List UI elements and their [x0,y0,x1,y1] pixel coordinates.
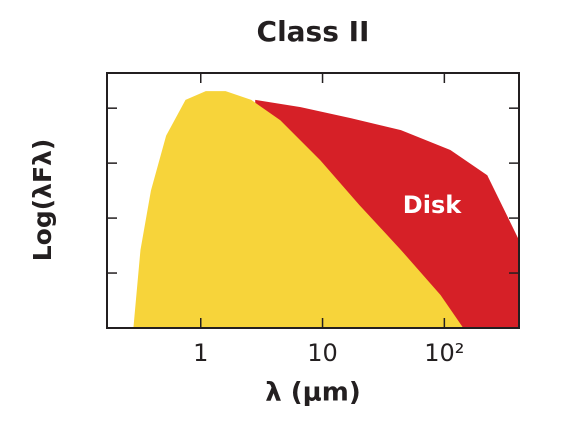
area-1 [133,91,464,328]
plot-frame [106,72,520,329]
annotation: Disk [403,191,462,219]
x-tick-label: 10 [307,339,338,367]
chart-title: Class II [257,15,370,48]
y-axis-label: Log(λFλ) [28,139,57,262]
x-tick-label: 10² [424,339,464,367]
plot-area [133,91,519,328]
x-tick-label: 1 [193,339,208,367]
x-axis-label: λ (μm) [265,378,361,408]
